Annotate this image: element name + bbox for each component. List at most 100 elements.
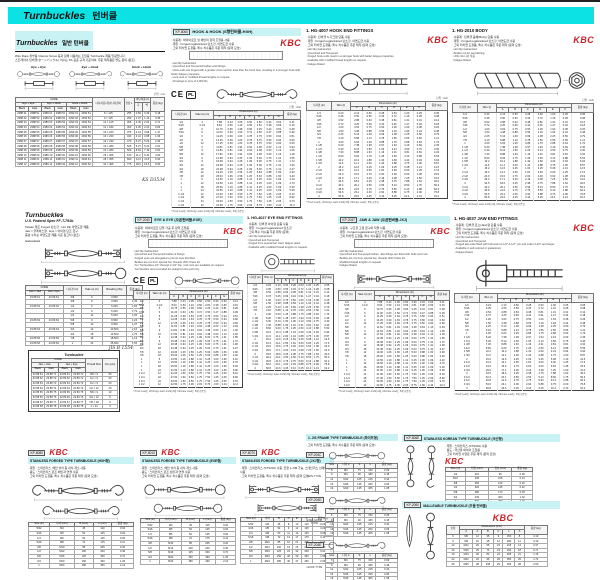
product-code: KP-2060 (404, 502, 422, 508)
text-line: · All ratings in tons of 2,000 lbs. (171, 79, 209, 83)
spec-bullets: · 재질 : 스테인리스, 해안 설치 등 내식 개소 사용 · 용도 : 스테인… (140, 466, 236, 478)
section-kp8080: KP-8080 KBC STAINLESS FORGED TYPE TURNBU… (28, 448, 134, 569)
jaw-jaw-drawing (348, 269, 440, 290)
kbc-logo: KBC (445, 456, 464, 466)
product-code: KP-8080 (28, 449, 46, 456)
text-line: · Available in self-colored or galvanize… (454, 247, 502, 251)
hook-type-diagram (326, 539, 388, 553)
spec-table: 나사경 (in) Take Up (in) Dimensions (in) 중량 (k… (132, 289, 244, 388)
spec-table: Size 나사 d S L 중량 (kg) 6 M6 75 150 0.09 9 M9 90 180 0.1… (324, 553, 398, 580)
vertical-diagrams (402, 444, 440, 489)
section-kp2060: KP-2060 MALLEABLE TURNBUCKLE (주물 턴버클) KB… (402, 501, 560, 568)
product-code: KP-2040 (135, 217, 153, 223)
vertical-eye-hook-diagram (423, 444, 440, 489)
eye-hook-diagram (67, 69, 114, 80)
kbc-logo: KBC (49, 448, 68, 457)
section-kp806e: KP-806E STAINLESS KOREAN TYPE TURNBUCKLE… (402, 434, 560, 505)
product-code: KP-8070 (240, 449, 258, 456)
text-line: Wire Rope 취부용 Clamps·Screw 등과 함께 사용하는 조임… (15, 54, 126, 58)
text-line: · Bodies are cut from special bar, threa… (338, 256, 406, 260)
text-line: · Hot Dip Galvanized. (247, 235, 273, 239)
section-header-band: KP-2060 MALLEABLE TURNBUCKLE (주물 턴버클) (402, 501, 560, 509)
text-line: · 그외 터치업 사양은 주문 제작 (문의 요망) (445, 451, 497, 456)
unit-note: 단위 : inch (289, 106, 301, 110)
product-photo-box (189, 51, 283, 61)
section-title: 1. JIS FRAME TYPE TURNBUCKLE (파이프형) (308, 436, 378, 440)
spec-table: Size (in) 나사 (mm) B (mm) L (mm) 중량 (kg) 5/32 M… (140, 517, 236, 565)
section-header: Turnbuckles 일반 턴버클 (15, 31, 93, 50)
section-header-band: STAINLESS FORGED TYPE TURNBUCKLE (JXJ형) (240, 457, 334, 464)
body-drawing (459, 65, 587, 96)
spec-table: 나사경 (in) Take Up (in) Dimensions (in) 중량 (k… (170, 110, 301, 208)
jis-spec-table: Size 나사 d S L 중량 (kg) 6 M6 75 150 0.09 9 M9 90 180 0.1… (324, 462, 398, 492)
text-line: · 용도 : 국산형 와이어 조임용 (445, 447, 481, 452)
unit-note: 단위 : inch (582, 98, 594, 102)
spec-table: Size 나사 d S L 중량 (kg) 6 M6 75 150 0.09 9 M9 90 180 0.1… (324, 508, 398, 537)
text-line: · 사용례 : 턴버클 S 훅크형 단품 사용 (306, 34, 350, 39)
section-subtitle: U.S. Federal Spec FF-T-791b (25, 219, 74, 223)
page-title-kr: 턴버클 (92, 11, 118, 21)
unit-note: 단위 : inch (436, 97, 448, 101)
spec-bullets: · 재질 : 스테인리스 (STS304) 사용 · 용도 : 국산형 와이어 조… (445, 444, 560, 456)
text-line: · 사용례 : 턴버클 몸체(Body) 단품 사용 (452, 34, 500, 39)
section-kp2040: KP-2040 EYE & EYE (오픈턴버클-EXE) · 사용례 : 와이… (132, 216, 244, 393)
ks-standard-note: KS D3534 (142, 178, 165, 184)
dimension-table: 나사경 (in) WLL (t) Dimensions (in) 중량 (kg) A B C… (452, 102, 594, 201)
dimension-table: 나사경 (in) WLL (t) Dimensions (in) 중량 (kg) A B C… (454, 293, 594, 391)
section-kp8060: KP-8060 HOOK & HOOK (S형턴버클-HXH) · 사용례 : … (170, 28, 301, 213)
code-table: CODE Thread Size Ctn (pcs) Jaw + Jaw Jaw + E… (30, 357, 118, 410)
text-line: · Fatigue Rated. (452, 59, 472, 63)
text-line: · 용도 : 스테인리스 로프·씸블과 연결 사용 (140, 469, 191, 474)
text-line: · Hot Dip Galvanized. (133, 249, 159, 253)
jaw-eye-diagram (35, 263, 131, 285)
hook-end-drawing (336, 68, 418, 96)
section-header-band: KP-2047 JAW & JAW (오픈턴버클-JXJ) (338, 216, 450, 224)
text-line: · Hot Dip Galvanized. (306, 48, 332, 52)
feature-list: · Hot Dip Galvanized. · Quenched and Temp… (454, 236, 594, 254)
text-line: · For Turnbuckles 1/4″ through 2-1/2″ di… (133, 264, 225, 268)
korean-spec-table: Size (in) 전장 (mm) 유효 (mm) 중량 (kg) 1/4 210 95 0.… (445, 466, 533, 505)
text-line: Jaw = 클레비스형 · Eye = 아이형 단조 금구. (25, 228, 79, 233)
type-label: EYE TYPE (307, 475, 322, 479)
text-line: · Turnbuckles recommended for straight-i… (133, 267, 200, 271)
text-line: · 그외 터치업 도장품, 특수 치수품은 주문 제작 (문의 요망) (240, 473, 310, 478)
kbc-logo: KBC (427, 34, 448, 45)
text-line: · Fatigue Rated. (454, 250, 474, 254)
eye-eye-drawing (171, 273, 243, 289)
text-line: · Forged eyes are elongated to permit ro… (133, 256, 196, 260)
section-header-band: STAINLESS FORGED TYPE TURNBUCKLE (HXH형) (28, 457, 134, 464)
eye-eye-diagram (15, 69, 62, 80)
text-line: · Fatigue Rated. (306, 62, 326, 66)
text-line: · 재질 : Forged regalvanized 탄소강, 아연도금 사용 (338, 229, 401, 234)
spec-bullets: · 사용례 : 구조물 고정 금구와 직결 사용 · 재질 : Forged re… (338, 226, 414, 238)
section-title: STAINLESS KOREAN TYPE TURNBUCKLE (국산형) (423, 436, 503, 441)
code-table-box: JIS B 1554 Turnbuckle CODE Thread Size Ctn… (28, 346, 133, 412)
diagram-label: Eye + Hook (81, 64, 99, 69)
table-footnote: * Proof Load는 Working Load Limit의 2배, Ul… (338, 390, 412, 394)
spec-table: 나사경 (in) WLL (t) Dimensions (in) 중량 (kg) A B C… (246, 273, 335, 372)
section-kp8010: KP-8010 KBC STAINLESS FORGED TYPE TURNBU… (140, 448, 236, 565)
section-title: STAINLESS FORGED TYPE TURNBUCKLE (HXH형) (30, 459, 110, 463)
text-line: · 재질 : Forged regalvanized 탄소강, 아연도금 사용 (306, 38, 369, 43)
feature-list: · Hot Dip Galvanized. · Quenched and Temp… (171, 62, 301, 84)
hook-hook-diagram (118, 69, 165, 80)
hook-hook-drawing (28, 480, 128, 502)
spec-bullets: · 사용례 : 턴버클 S 훅크형 단품 사용 · 재질 : Forged reg… (306, 35, 406, 47)
product-code: KP-204C (306, 452, 324, 459)
section-jis-frame: 1. JIS FRAME TYPE TURNBUCKLE (파이프형) · 그외… (306, 434, 398, 580)
text-line: · 사용례 : 턴버클 아이형 단품 사용 (247, 221, 289, 226)
general-spec-table: CODE 나사지름×유효나사길이 전장 L 파단하중 (t) 중량 (kg) Eye + … (14, 97, 165, 168)
text-line: · Hot Dip Galvanized. (454, 236, 480, 240)
text-line: · 그외 터치업 도장품, 특수 치수품은 주문 제작 (문의 요망) (454, 230, 524, 235)
text-line: · 그외 터치업 도장품, 특수 치수품은 주문 제작 (문의 요망) (171, 45, 241, 50)
section-hg4037: 1. HG-4037 JAW END FITTINGS · 사용례 : 턴버클 … (454, 216, 594, 396)
text-line: · Fatigue Rated. (338, 264, 358, 268)
section-kp2047: KP-2047 JAW & JAW (오픈턴버클-JXJ) · 사용례 : 구조… (338, 216, 450, 393)
hook-hook-drawing (213, 85, 301, 105)
dimension-table: 나사경 (in) Take Up (in) Dimensions (in) 중량 (k… (338, 290, 450, 389)
section-title: 1. HG-2010 BODY (452, 28, 488, 33)
feature-list: · Hot Dip Galvanized. · Quenched and Temp… (247, 235, 334, 250)
text-line: · UNC-3A 나사 적용. (452, 55, 476, 59)
section-note: · 그외 터치업 도장품, 특수 치수품은 주문 제작 (문의 요망) (306, 442, 376, 447)
